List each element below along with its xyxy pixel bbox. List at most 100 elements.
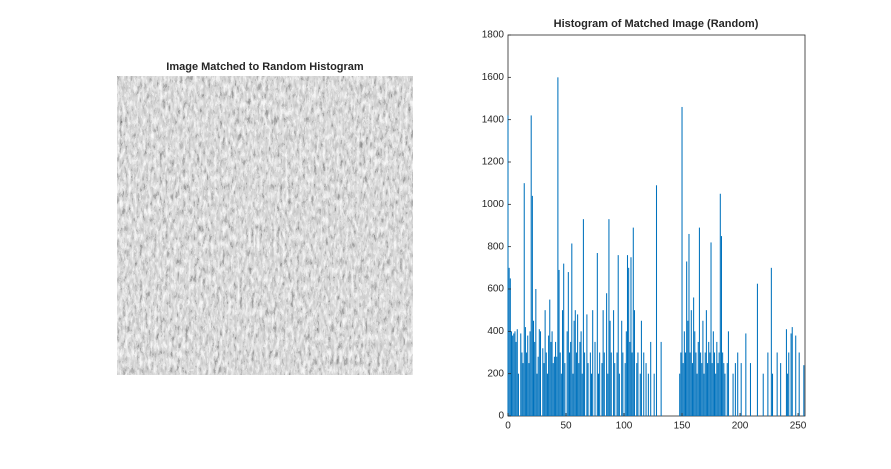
bar xyxy=(575,352,577,416)
bar xyxy=(690,310,692,416)
bar xyxy=(531,195,533,416)
bar xyxy=(550,341,552,416)
bar xyxy=(538,329,540,416)
bar xyxy=(679,373,681,416)
bar xyxy=(722,352,724,416)
bar xyxy=(542,348,544,416)
bar xyxy=(528,363,530,416)
bar xyxy=(523,183,525,416)
bar xyxy=(594,341,596,416)
bar xyxy=(630,257,632,416)
bar xyxy=(609,320,611,416)
bar xyxy=(509,278,511,416)
bar xyxy=(798,352,800,416)
bar xyxy=(507,115,509,416)
bar xyxy=(581,373,583,416)
y-tick-label: 1600 xyxy=(482,72,505,83)
bar xyxy=(694,331,696,416)
bar xyxy=(709,352,711,416)
bar xyxy=(724,373,726,416)
bar xyxy=(691,363,693,416)
bar xyxy=(613,310,615,416)
bar xyxy=(539,331,542,416)
bar xyxy=(791,327,793,416)
bar xyxy=(686,261,688,416)
bar xyxy=(756,283,758,416)
bar xyxy=(513,333,515,416)
bar xyxy=(614,363,616,416)
bar xyxy=(703,373,705,416)
bar xyxy=(551,331,553,416)
bar xyxy=(559,352,561,416)
bar xyxy=(572,373,574,416)
bar xyxy=(682,363,684,416)
bar xyxy=(596,253,598,416)
bar xyxy=(790,333,792,416)
bar xyxy=(584,352,586,416)
y-tick-label: 800 xyxy=(487,241,504,252)
bar xyxy=(601,363,603,416)
bar xyxy=(680,352,682,416)
bar xyxy=(696,373,698,416)
bar xyxy=(633,310,635,416)
bar xyxy=(597,373,600,416)
bar xyxy=(533,320,535,416)
bar xyxy=(734,363,736,416)
bar xyxy=(571,243,573,416)
bar xyxy=(660,341,662,416)
bar xyxy=(628,267,630,416)
bar xyxy=(549,299,551,416)
bar xyxy=(795,335,797,416)
bar xyxy=(520,333,522,416)
x-tick-label: 150 xyxy=(674,421,691,432)
bar xyxy=(579,341,581,416)
bar xyxy=(587,363,589,416)
bar xyxy=(717,363,719,416)
bar xyxy=(718,352,720,416)
bar xyxy=(526,352,528,416)
bar xyxy=(514,331,516,416)
bar xyxy=(762,373,764,416)
bar xyxy=(589,352,591,416)
bar xyxy=(602,310,604,416)
y-tick-label: 0 xyxy=(498,411,504,422)
bar xyxy=(732,373,734,416)
bar xyxy=(553,356,555,416)
y-tick-label: 600 xyxy=(487,284,504,295)
bar xyxy=(710,242,712,416)
bar xyxy=(780,363,782,416)
bar xyxy=(512,335,514,416)
bar xyxy=(592,310,594,416)
bar xyxy=(631,352,633,416)
bar xyxy=(745,333,747,416)
bar xyxy=(785,329,787,416)
bar xyxy=(713,352,716,416)
bar xyxy=(517,373,519,416)
x-tick-label: 250 xyxy=(790,421,807,432)
bar xyxy=(687,320,689,416)
bar xyxy=(566,331,568,416)
bar xyxy=(603,352,605,416)
bar xyxy=(557,77,559,416)
bar xyxy=(647,373,649,416)
bar xyxy=(727,331,729,416)
bar xyxy=(546,373,548,416)
bar xyxy=(776,352,778,416)
bar xyxy=(621,320,623,416)
bar xyxy=(543,363,545,416)
bar xyxy=(697,341,699,416)
bar xyxy=(720,236,722,416)
bar xyxy=(524,327,526,416)
bar xyxy=(701,363,703,416)
bar xyxy=(616,352,618,416)
bar xyxy=(578,363,580,416)
bar xyxy=(574,310,576,416)
bar xyxy=(508,267,510,416)
chart-title: Histogram of Matched Image (Random) xyxy=(554,18,759,30)
bar xyxy=(770,267,772,416)
bar xyxy=(684,352,687,416)
bar xyxy=(610,352,612,416)
bar xyxy=(719,193,721,416)
bar xyxy=(577,314,579,416)
